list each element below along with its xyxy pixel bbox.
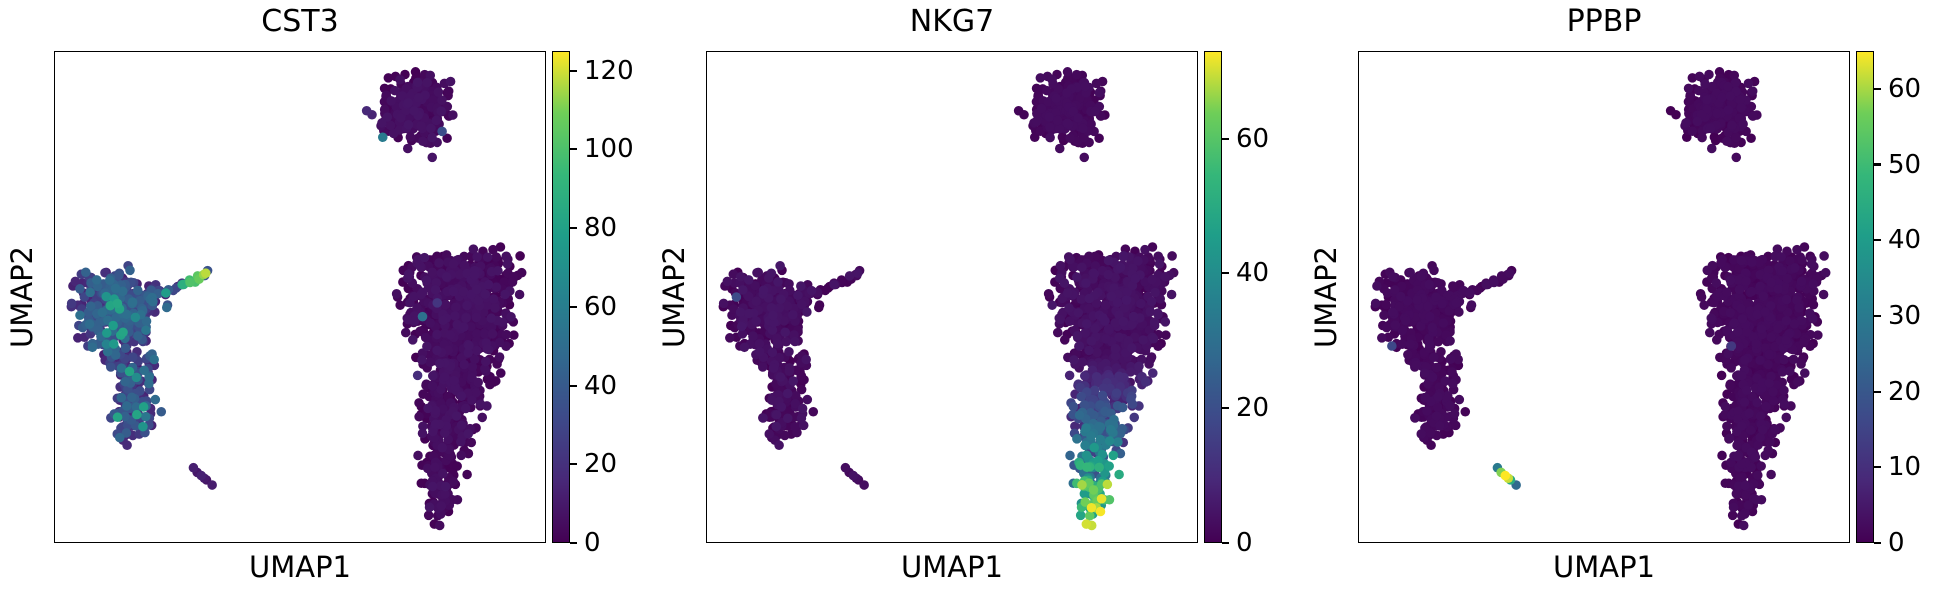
y-axis-label: UMAP2 [657, 245, 691, 349]
colorbar-tick-label: 60 [1888, 73, 1922, 104]
colorbar-tick [1222, 541, 1229, 545]
colorbar-tick [1874, 314, 1881, 317]
colorbar-tick-label: 20 [1236, 393, 1270, 424]
umap-axes [706, 51, 1198, 543]
panel-title: CST3 [261, 4, 339, 39]
colorbar-tick [1874, 390, 1881, 393]
colorbar-tick [570, 69, 577, 72]
colorbar-tick-label: 20 [1888, 376, 1922, 407]
y-axis-label-wrap: UMAP2 [654, 51, 694, 543]
colorbar-tick-label: 50 [1888, 149, 1922, 180]
y-axis-label-wrap: UMAP2 [2, 51, 42, 543]
colorbar-tick-label: 30 [1888, 300, 1922, 331]
cells-scatter-layer [66, 67, 527, 531]
colorbar-tick [570, 227, 577, 230]
cells-scatter-layer [1370, 67, 1831, 531]
umap-scatter [1370, 67, 1831, 531]
colorbar-tick-label: 40 [584, 370, 618, 401]
x-axis-label: UMAP1 [1552, 550, 1656, 584]
colorbar-tick-label: 40 [1236, 258, 1270, 289]
colorbar-tick [1874, 87, 1881, 90]
colorbar [1204, 51, 1222, 543]
colorbar-tick [1874, 163, 1881, 166]
y-axis-label: UMAP2 [1309, 245, 1343, 349]
colorbar-tick [1874, 541, 1881, 545]
x-axis-label: UMAP1 [248, 550, 352, 584]
umap-axes [54, 51, 546, 543]
colorbar-tick [1874, 466, 1881, 469]
colorbar-tick [1222, 407, 1229, 410]
colorbar-tick [570, 305, 577, 308]
umap-axes [1358, 51, 1850, 543]
panel-title: PPBP [1566, 4, 1642, 39]
colorbar-tick-label: 0 [1236, 528, 1253, 558]
colorbar-tick-label: 40 [1888, 225, 1922, 256]
colorbar-tick-label: 20 [584, 449, 618, 480]
colorbar-tick [570, 384, 577, 387]
panel-NKG7: NKG7 UMAP2 UMAP1 0 20 40 60 [657, 0, 1351, 599]
panel-title: NKG7 [909, 4, 995, 39]
colorbar-tick [570, 148, 577, 151]
cells-scatter-layer [718, 67, 1179, 531]
colorbar-tick [570, 463, 577, 466]
colorbar-ticks: 0 10 20 30 40 50 60 [1874, 51, 1945, 556]
panel-PPBP: PPBP UMAP2 UMAP1 0 10 20 30 40 50 60 [1309, 0, 1945, 599]
colorbar-ticks: 0 20 40 60 80 100 120 [570, 51, 695, 556]
colorbar-tick-label: 120 [584, 55, 634, 86]
colorbar-tick-label: 0 [1888, 528, 1905, 558]
umap-scatter [718, 67, 1179, 531]
colorbar-tick-label: 0 [584, 528, 601, 558]
colorbar-tick-label: 80 [584, 213, 618, 244]
colorbar-ticks: 0 20 40 60 [1222, 51, 1347, 556]
colorbar [552, 51, 570, 543]
colorbar [1856, 51, 1874, 543]
colorbar-tick-label: 60 [1236, 123, 1270, 154]
umap-scatter [66, 67, 527, 531]
x-axis-label: UMAP1 [900, 550, 1004, 584]
colorbar-tick [1222, 137, 1229, 140]
colorbar-tick-label: 10 [1888, 452, 1922, 483]
colorbar-tick-label: 100 [584, 134, 634, 165]
y-axis-label-wrap: UMAP2 [1306, 51, 1346, 543]
colorbar-tick [1874, 239, 1881, 242]
panel-CST3: CST3 UMAP2 UMAP1 0 20 40 60 80 100 120 [5, 0, 699, 599]
colorbar-tick-label: 60 [584, 291, 618, 322]
y-axis-label: UMAP2 [5, 245, 39, 349]
colorbar-tick [1222, 272, 1229, 275]
colorbar-tick [570, 541, 577, 545]
